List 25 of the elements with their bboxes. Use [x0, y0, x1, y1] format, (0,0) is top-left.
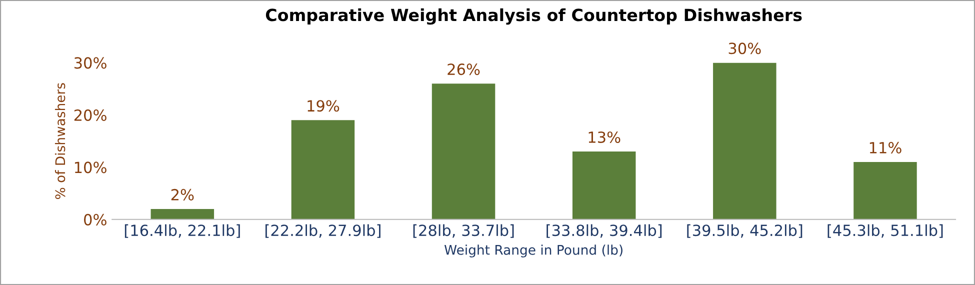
data-label: 30%: [728, 42, 761, 54]
bar: [150, 209, 214, 220]
chart-title: Comparative Weight Analysis of Countertop Dishwashers: [266, 8, 802, 25]
x-tick-label: [28lb, 33.7lb]: [413, 224, 514, 238]
bar: [572, 152, 636, 220]
x-axis-title: Weight Range in Pound (lb): [444, 244, 622, 258]
x-tick-label: [33.8lb, 39.4lb]: [546, 224, 662, 238]
y-tick-label: 20%: [74, 109, 106, 121]
y-tick-label: 10%: [74, 162, 106, 174]
bar: [854, 162, 917, 220]
y-tick-label: 0%: [84, 214, 106, 226]
x-tick-label: [22.2lb, 27.9lb]: [266, 224, 380, 238]
x-tick-label: [45.3lb, 51.1lb]: [828, 224, 943, 238]
bar: [432, 84, 496, 220]
data-label: 2%: [171, 188, 194, 200]
data-label: 19%: [308, 100, 340, 112]
x-tick-label: [39.5lb, 45.2lb]: [687, 224, 802, 238]
data-label: 11%: [870, 142, 902, 154]
bar: [713, 62, 776, 220]
data-label: 26%: [448, 64, 480, 76]
y-axis-title: % of Dishwashers: [54, 83, 66, 199]
bar: [291, 120, 355, 220]
data-label: 13%: [588, 131, 620, 144]
y-tick-label: 30%: [74, 57, 106, 69]
x-tick-label: [16.4lb, 22.1lb]: [124, 224, 240, 238]
